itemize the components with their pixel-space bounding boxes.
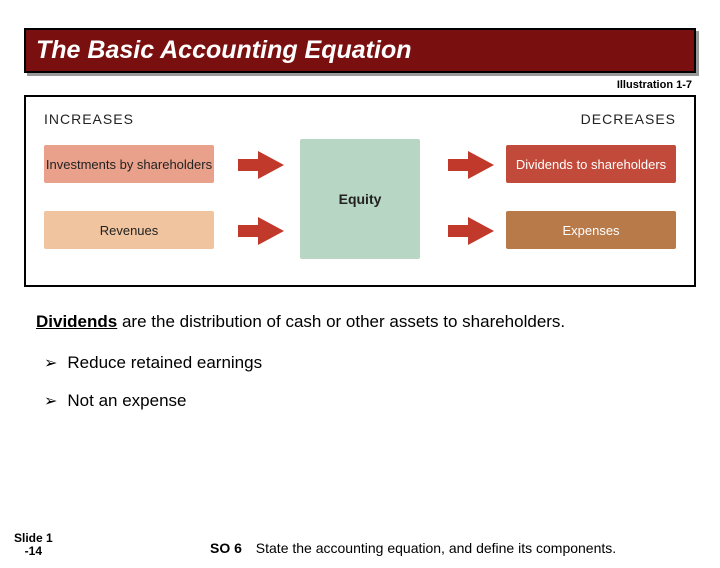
body-text: Dividends are the distribution of cash o… <box>36 311 692 333</box>
list-item: Reduce retained earnings <box>44 353 720 373</box>
investments-box: Investments by shareholders <box>44 145 214 183</box>
illustration-label: Illustration 1-7 <box>0 79 692 91</box>
arrow-icon <box>468 217 494 245</box>
so-label: SO 6 <box>210 540 242 556</box>
slide-number-line2: -14 <box>14 545 53 558</box>
equity-box: Equity <box>300 139 420 259</box>
so-text: State the accounting equation, and defin… <box>256 540 616 556</box>
expenses-box: Expenses <box>506 211 676 249</box>
arrow-icon <box>258 151 284 179</box>
decreases-header: DECREASES <box>581 111 676 127</box>
diagram-body: Investments by shareholders Revenues Equ… <box>44 139 676 269</box>
footer-objective: SO 6 State the accounting equation, and … <box>210 540 708 556</box>
diagram-headers: INCREASES DECREASES <box>44 111 676 127</box>
page-title: The Basic Accounting Equation <box>36 36 684 65</box>
dividends-box: Dividends to shareholders <box>506 145 676 183</box>
slide-number: Slide 1 -14 <box>14 532 53 558</box>
equity-diagram: INCREASES DECREASES Investments by share… <box>24 95 696 287</box>
increases-header: INCREASES <box>44 111 134 127</box>
revenues-box: Revenues <box>44 211 214 249</box>
body-rest: are the distribution of cash or other as… <box>117 312 565 331</box>
list-item: Not an expense <box>44 391 720 411</box>
arrow-icon <box>468 151 494 179</box>
slide-number-line1: Slide 1 <box>14 532 53 545</box>
lead-word: Dividends <box>36 312 117 331</box>
arrow-icon <box>258 217 284 245</box>
title-bar: The Basic Accounting Equation <box>24 28 696 73</box>
bullet-list: Reduce retained earnings Not an expense <box>44 353 720 411</box>
